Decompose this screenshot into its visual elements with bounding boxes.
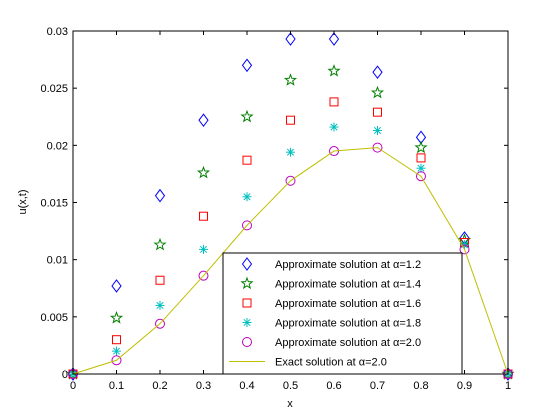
data-point xyxy=(111,355,122,366)
y-tick-label: 0.005 xyxy=(40,312,68,324)
x-tick-label: 0.5 xyxy=(283,380,298,392)
y-axis: 0 0.005 0.01 0.015 0.02 0.025 0.03 xyxy=(40,26,508,381)
data-point xyxy=(198,270,209,281)
x-tick-label: 0 xyxy=(70,380,76,392)
y-tick-label: 0.03 xyxy=(47,26,68,38)
data-point xyxy=(242,220,252,231)
data-point xyxy=(328,32,340,46)
data-point xyxy=(196,165,211,179)
x-tick-label: 1 xyxy=(505,380,511,392)
legend-entry: Approximate solution at α=1.8 xyxy=(242,318,421,330)
data-point xyxy=(373,125,382,135)
legend: Approximate solution at α=1.2 Approximate… xyxy=(222,252,463,375)
legend-label: Approximate solution at α=1.6 xyxy=(275,298,421,310)
legend-label: Approximate solution at α=1.8 xyxy=(275,318,421,330)
x-tick-label: 0.7 xyxy=(370,380,385,392)
data-point xyxy=(286,115,295,125)
data-point xyxy=(459,244,470,255)
legend-marker-swatch xyxy=(240,276,254,290)
data-point xyxy=(199,244,208,254)
data-point xyxy=(370,85,385,99)
data-point xyxy=(372,65,383,79)
data-point xyxy=(416,163,426,173)
legend-label: Approximate solution at α=2.0 xyxy=(275,337,421,349)
data-point xyxy=(286,147,295,157)
data-point xyxy=(283,73,298,86)
data-point xyxy=(327,64,341,77)
x-tick-label: 0.3 xyxy=(196,380,211,392)
series-6 xyxy=(72,147,509,375)
data-point xyxy=(285,32,296,46)
data-point xyxy=(416,153,426,163)
legend-marker-swatch xyxy=(242,318,252,327)
data-point xyxy=(240,109,254,123)
legend-entry: Approximate solution at α=1.2 xyxy=(241,257,421,271)
y-tick-label: 0.025 xyxy=(40,83,68,95)
x-tick-label: 0.1 xyxy=(109,380,124,392)
x-tick-label: 0.9 xyxy=(457,380,472,392)
y-axis-label: u(x,t) xyxy=(17,189,29,214)
data-point xyxy=(373,107,382,117)
legend-box xyxy=(222,252,463,375)
data-point xyxy=(155,275,165,285)
x-axis: 0 0.1 0.2 0.3 0.4 0.5 0.6 0.7 0.8 0.9 1 xyxy=(70,31,511,392)
legend-label: Approximate solution at α=1.2 xyxy=(275,259,421,271)
data-point xyxy=(154,188,166,203)
data-point xyxy=(199,211,208,221)
legend-entry: Approximate solution at α=2.0 xyxy=(242,337,421,349)
data-point xyxy=(153,237,167,251)
legend-entry: Exact solution at α=2.0 xyxy=(229,357,387,369)
data-point xyxy=(111,279,122,293)
data-point xyxy=(198,113,209,128)
x-tick-label: 0.4 xyxy=(239,380,254,392)
data-point xyxy=(155,300,165,310)
y-tick-label: 0.015 xyxy=(40,198,68,210)
x-tick-label: 0.2 xyxy=(152,380,167,392)
data-point xyxy=(112,335,121,345)
data-point xyxy=(155,318,165,329)
x-tick-label: 0.8 xyxy=(413,380,428,392)
x-axis-label: x xyxy=(287,398,293,410)
data-point xyxy=(242,192,252,202)
data-point xyxy=(242,155,252,165)
data-point xyxy=(329,122,339,132)
legend-label: Approximate solution at α=1.4 xyxy=(275,279,421,291)
legend-marker-swatch xyxy=(242,298,252,308)
legend-entry: Approximate solution at α=1.6 xyxy=(242,298,421,310)
legend-label: Exact solution at α=2.0 xyxy=(275,357,387,369)
y-tick-label: 0.01 xyxy=(47,255,68,267)
legend-entry: Approximate solution at α=1.4 xyxy=(240,276,421,291)
data-point xyxy=(416,171,426,182)
y-tick-label: 0.02 xyxy=(47,140,68,152)
data-point xyxy=(329,97,339,107)
data-point xyxy=(241,58,253,73)
legend-marker-swatch xyxy=(241,257,253,271)
data-point xyxy=(414,140,428,154)
data-point xyxy=(285,175,296,186)
x-tick-label: 0.6 xyxy=(326,380,341,392)
data-marks xyxy=(66,32,515,381)
legend-marker-swatch xyxy=(242,337,252,347)
y-tick-label: 0 xyxy=(62,369,68,381)
exact-solution-line xyxy=(72,147,509,375)
data-point xyxy=(112,346,121,356)
data-point xyxy=(109,311,124,324)
